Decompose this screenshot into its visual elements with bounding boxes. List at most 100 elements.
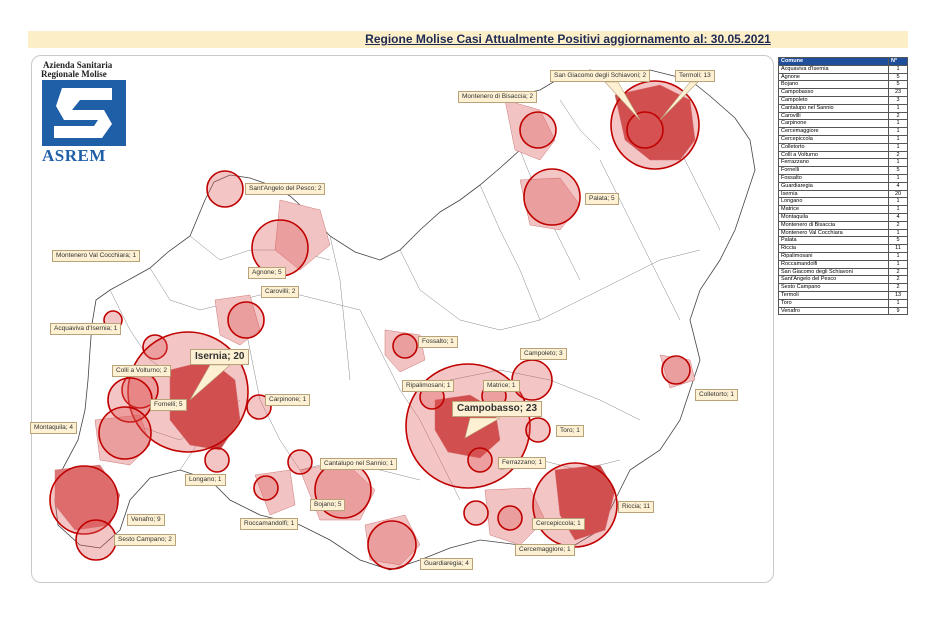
cases-table: Comune N° Acquaviva d'Isernia 1 Agnone 5 Boj… <box>778 57 908 316</box>
comune-cell: Sesto Campano <box>778 283 889 292</box>
map-label: Montenero di Bisaccia; 2 <box>458 91 538 103</box>
count-cell: 2 <box>888 111 908 121</box>
count-cell: 1 <box>888 205 908 214</box>
comune-cell: Carovilli <box>778 111 889 121</box>
comune-cell: Isernia <box>778 189 889 199</box>
map-label: Riccia; 11 <box>618 501 655 513</box>
comune-cell: Ripalimosani <box>778 251 889 261</box>
circle-montenero-bisaccia <box>519 111 557 149</box>
count-cell: 3 <box>888 95 908 105</box>
table-row: Toro 1 <box>778 298 908 308</box>
count-cell: 1 <box>888 127 908 136</box>
count-cell: 2 <box>888 275 908 285</box>
map-label: Acquaviva d'Isernia; 1 <box>50 323 122 335</box>
comune-cell: Montenero di Bisaccia <box>778 220 889 230</box>
map-label-isernia: Isernia; 20 <box>190 349 250 365</box>
count-cell: 9 <box>888 306 908 316</box>
map-label: Roccamandolfi; 1 <box>240 518 299 530</box>
count-cell: 2 <box>888 220 908 230</box>
map-label: Matrice; 1 <box>483 380 520 392</box>
table-row: Colletorto 1 <box>778 142 908 152</box>
table-row: Carovilli 2 <box>778 111 908 121</box>
count-cell: 4 <box>888 181 908 191</box>
count-cell: 1 <box>888 228 908 238</box>
map-label: Cercemaggiore; 1 <box>515 544 575 556</box>
map-label: Colli a Volturno; 2 <box>112 365 171 377</box>
map-label: Fossalto; 1 <box>418 336 458 348</box>
cases-table-body: Acquaviva d'Isernia 1 Agnone 5 Bojano 5 Campob… <box>778 64 908 316</box>
comune-cell: Fossalto <box>778 173 889 183</box>
count-cell: 23 <box>888 88 908 97</box>
table-row: Sant'Angelo del Pesco 2 <box>778 275 908 285</box>
circle-acquaviva <box>142 334 168 360</box>
map-label: Cercepiccola; 1 <box>532 518 585 530</box>
table-row: Fossalto 1 <box>778 173 908 183</box>
comune-cell: Montaquila <box>778 212 889 222</box>
map-label: Fornelli; 5 <box>150 399 187 411</box>
circle-san-giacomo <box>626 111 664 149</box>
map-label-campobasso: Campobasso; 23 <box>452 401 543 417</box>
count-cell: 1 <box>888 103 908 113</box>
table-row: Montenero di Bisaccia 2 <box>778 220 908 230</box>
comune-cell: Carpinone <box>778 119 889 129</box>
comune-cell: Colli a Volturno <box>778 150 889 160</box>
table-row: Cercepiccola 1 <box>778 134 908 144</box>
map-label: Sant'Angelo del Pesco; 2 <box>245 183 326 195</box>
table-row: Isernia 20 <box>778 189 908 199</box>
circle-cercepiccola <box>463 500 489 526</box>
comune-cell: Montenero Val Cocchiara <box>778 228 889 238</box>
circle-cantalupo <box>287 449 313 475</box>
count-cell: 1 <box>888 251 908 261</box>
circle-palata <box>523 168 581 226</box>
map-label: San Giacomo degli Schiavoni; 2 <box>550 70 651 82</box>
circle-venafro <box>49 465 119 535</box>
table-row: San Giacomo degli Schiavoni 2 <box>778 267 908 277</box>
table-row: Riccia 11 <box>778 244 908 253</box>
table-row: Campoleto 3 <box>778 95 908 105</box>
header-n: N° <box>888 57 908 66</box>
count-cell: 1 <box>888 134 908 144</box>
map-label: Palata; 5 <box>585 193 619 205</box>
table-row: Ferrazzano 1 <box>778 158 908 168</box>
comune-cell: Bojano <box>778 80 889 90</box>
comune-cell: Riccia <box>778 244 889 253</box>
count-cell: 1 <box>888 142 908 152</box>
map-label: Sesto Campano; 2 <box>114 534 176 546</box>
count-cell: 13 <box>888 290 908 300</box>
table-row: Matrice 1 <box>778 205 908 214</box>
logo-line-1: Azienda Sanitaria <box>43 60 113 70</box>
circle-guardiaregia <box>367 520 417 570</box>
comune-cell: Cercepiccola <box>778 134 889 144</box>
map-label: Guardiaregia; 4 <box>420 558 473 570</box>
comune-cell: Colletorto <box>778 142 889 152</box>
table-row: Sesto Campano 2 <box>778 283 908 292</box>
circle-fossalto <box>392 333 418 359</box>
map-label: Agnone; 5 <box>248 267 286 279</box>
comune-cell: Sant'Angelo del Pesco <box>778 275 889 285</box>
map-label: Termoli; 13 <box>675 70 715 82</box>
table-header-row: Comune N° <box>778 57 908 66</box>
map-label: Longano; 1 <box>185 474 226 486</box>
comune-cell: San Giacomo degli Schiavoni <box>778 267 889 277</box>
count-cell: 2 <box>888 283 908 292</box>
table-row: Acquaviva d'Isernia 1 <box>778 64 908 74</box>
count-cell: 1 <box>888 119 908 129</box>
table-row: Guardiaregia 4 <box>778 181 908 191</box>
comune-cell: Toro <box>778 298 889 308</box>
map-label: Ferrazzano; 1 <box>498 457 547 469</box>
map-label: Montenero Val Cocchiara; 1 <box>52 250 141 262</box>
comune-cell: Matrice <box>778 205 889 214</box>
table-row: Palata 5 <box>778 236 908 246</box>
count-cell: 2 <box>888 267 908 277</box>
table-row: Fornelli 5 <box>778 166 908 175</box>
map-label: Colletorto; 1 <box>695 389 739 401</box>
table-row: Ripalimosani 1 <box>778 251 908 261</box>
page-title: Regione Molise Casi Attualmente Positivi… <box>365 32 771 46</box>
count-cell: 5 <box>888 80 908 90</box>
count-cell: 11 <box>888 244 908 253</box>
comune-cell: Termoli <box>778 290 889 300</box>
map-label: Ripalimosani; 1 <box>402 380 455 392</box>
circle-montaquila <box>98 406 152 460</box>
count-cell: 4 <box>888 212 908 222</box>
